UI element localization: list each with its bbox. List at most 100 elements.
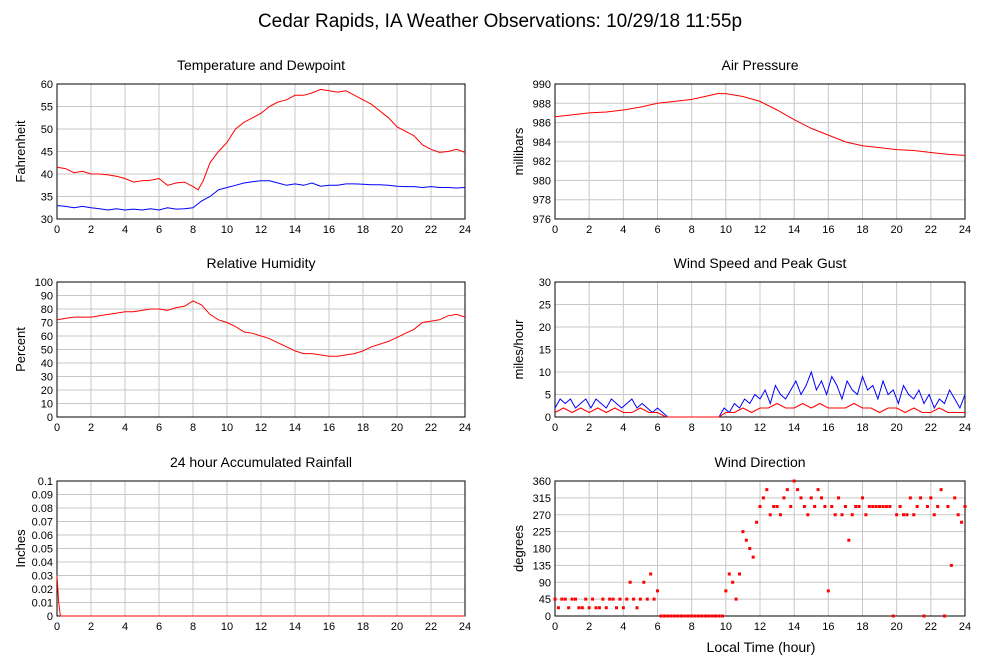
dir-point	[686, 614, 690, 618]
dir-x-tick-label: 0	[552, 621, 558, 633]
dir-point	[943, 614, 946, 618]
dir-y-tick-label: 315	[533, 493, 551, 505]
pres-x-tick-label: 12	[754, 224, 766, 236]
dir-point	[823, 505, 827, 508]
dir-panel-title: Wind Direction	[714, 454, 805, 470]
dir-point	[556, 606, 560, 610]
wind-y-tick-label: 15	[539, 345, 551, 357]
dir-x-tick-label: 14	[788, 621, 800, 633]
wind-x-tick-label: 24	[959, 422, 971, 434]
dir-point	[625, 597, 629, 601]
temp-y-tick-label: 50	[41, 124, 53, 136]
dir-point	[587, 606, 591, 610]
temp-series-line-0	[56, 88, 466, 191]
dir-point	[963, 505, 967, 508]
temp-y-tick-label: 35	[41, 192, 53, 204]
pres-x-tick-label: 20	[891, 224, 903, 236]
dir-y-axis-label: degrees	[511, 525, 526, 572]
rain-x-tick-label: 6	[156, 621, 162, 633]
pres-x-tick-label: 0	[552, 224, 558, 236]
dir-point	[902, 513, 905, 517]
rain-y-tick-label: 0	[47, 611, 53, 623]
dir-point	[796, 488, 800, 492]
dir-point	[697, 614, 700, 618]
rh-y-tick-label: 20	[41, 385, 53, 397]
dir-point	[833, 513, 837, 517]
rain-x-tick-label: 10	[221, 621, 233, 633]
dir-x-tick-label: 8	[689, 621, 695, 633]
wind-y-tick-label: 0	[545, 412, 551, 424]
dir-point	[850, 513, 854, 517]
rain-x-tick-label: 24	[459, 621, 471, 633]
dir-point	[690, 614, 694, 618]
wind-x-tick-label: 10	[720, 422, 732, 434]
dir-point	[751, 555, 755, 559]
dir-point	[741, 530, 745, 534]
dir-point	[874, 505, 878, 508]
dir-point	[642, 580, 646, 584]
dir-point	[867, 505, 871, 508]
dir-point	[908, 496, 912, 500]
dir-x-tick-label: 24	[959, 621, 971, 633]
rh-y-tick-label: 10	[41, 399, 53, 411]
dir-point	[854, 505, 858, 508]
dir-point	[826, 589, 830, 593]
pres-plot-frame	[554, 83, 966, 220]
dir-point	[580, 606, 584, 610]
rh-x-tick-label: 2	[88, 422, 94, 434]
pres-x-tick-label: 8	[689, 224, 695, 236]
dir-y-tick-label: 0	[545, 611, 551, 623]
dir-x-tick-label: 18	[856, 621, 868, 633]
wind-x-tick-label: 20	[891, 422, 903, 434]
rain-x-tick-label: 20	[391, 621, 403, 633]
dir-x-tick-label: 6	[654, 621, 660, 633]
dir-point	[816, 488, 820, 492]
dir-point	[669, 614, 673, 618]
dir-point	[799, 496, 803, 500]
temp-y-tick-label: 30	[41, 214, 53, 226]
pres-x-tick-label: 22	[925, 224, 937, 236]
temp-x-tick-label: 20	[391, 224, 403, 236]
rh-panel: 0 2 4 6 8 10 12 14 16 18 20 22 240102030405060708090…	[13, 255, 471, 434]
pres-x-tick-label: 10	[720, 224, 732, 236]
dir-point	[570, 597, 574, 601]
dir-point	[560, 597, 564, 601]
rain-y-tick-label: 0.04	[32, 557, 53, 569]
rh-y-tick-label: 30	[41, 372, 53, 384]
pres-y-tick-label: 984	[533, 137, 551, 149]
dir-point	[628, 580, 632, 584]
dir-point	[953, 496, 957, 500]
wind-x-tick-label: 8	[689, 422, 695, 434]
wind-panel-title: Wind Speed and Peak Gust	[674, 255, 847, 271]
rain-x-tick-label: 16	[323, 621, 335, 633]
dir-point	[813, 505, 817, 508]
dir-point	[922, 614, 926, 618]
dir-x-tick-label: 20	[891, 621, 903, 633]
dir-x-tick-label: 16	[822, 621, 834, 633]
rain-y-tick-label: 0.06	[32, 530, 53, 542]
dir-point	[772, 505, 776, 508]
dir-point	[618, 597, 622, 601]
dir-point	[960, 520, 964, 524]
dir-point	[929, 496, 933, 500]
temp-x-tick-label: 0	[54, 224, 60, 236]
wind-y-tick-label: 20	[539, 322, 551, 334]
bottom-x-axis-label: Local Time (hour)	[707, 639, 816, 655]
dir-point	[645, 597, 649, 601]
dir-point	[758, 505, 762, 508]
dir-point	[659, 614, 663, 618]
rh-panel-title: Relative Humidity	[207, 255, 316, 271]
wind-x-tick-label: 12	[754, 422, 766, 434]
pres-x-tick-label: 2	[586, 224, 592, 236]
dir-point	[765, 488, 769, 492]
dir-point	[656, 589, 659, 593]
dir-point	[734, 597, 738, 601]
rain-y-tick-label: 0.02	[32, 584, 53, 596]
pres-series-line-0	[554, 93, 966, 156]
pres-panel-title: Air Pressure	[721, 57, 798, 73]
dir-point	[731, 580, 735, 584]
dir-point	[830, 505, 834, 508]
pres-y-tick-label: 976	[533, 214, 551, 226]
dir-y-tick-label: 270	[533, 510, 551, 522]
